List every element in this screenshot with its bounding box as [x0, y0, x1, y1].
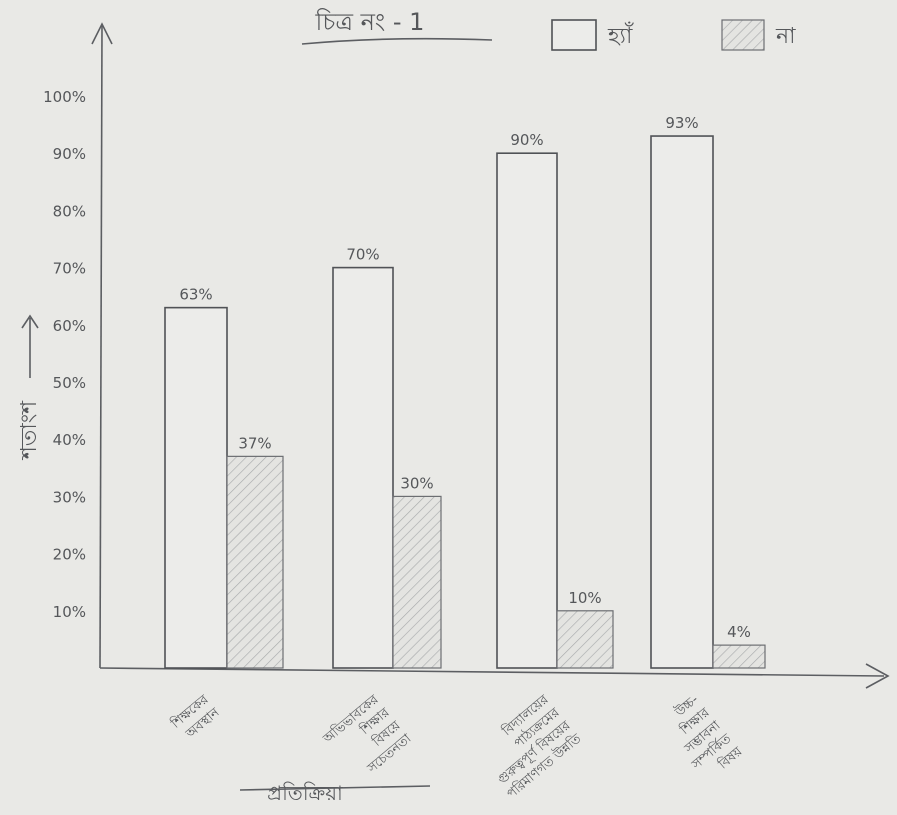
y-tick-label: 50% — [53, 374, 86, 392]
bar-label-no: 30% — [400, 474, 433, 492]
y-tick-label: 60% — [53, 317, 86, 335]
legend-swatch-no — [721, 19, 765, 51]
y-axis — [99, 25, 103, 669]
legend: হ্যাঁ না — [551, 19, 796, 51]
y-axis-title-arrow — [21, 314, 39, 378]
bar-yes — [332, 266, 394, 669]
bar-label-no: 10% — [568, 589, 601, 607]
y-tick-label: 80% — [53, 202, 86, 220]
chart-title: চিত্র নং - 1 — [315, 8, 425, 36]
bar-no — [556, 610, 614, 669]
y-tick-label: 100% — [43, 88, 86, 106]
x-axis-title: প্রতিক্রিয়া — [267, 781, 344, 805]
bar-label-yes: 63% — [179, 286, 212, 304]
bar-label-yes: 90% — [510, 131, 543, 149]
bar-value-labels: 63% 37% 70% 30% 90% 10% 93% 4% — [179, 114, 751, 641]
x-category-label: অভিভাবকেরশিক্ষারবিষয়েসচেতনতা — [319, 691, 414, 777]
legend-label-yes: হ্যাঁ — [607, 22, 634, 49]
y-tick-label: 20% — [53, 546, 86, 564]
bar-label-no: 37% — [238, 434, 271, 452]
bar-no — [226, 455, 284, 669]
bar-no — [392, 495, 442, 669]
bars — [164, 135, 766, 669]
bar-yes — [650, 135, 714, 669]
bar-no — [712, 644, 766, 669]
y-tick-label: 90% — [53, 145, 86, 163]
y-tick-label: 70% — [53, 260, 86, 278]
title-underline — [301, 37, 493, 45]
x-axis-arrowhead — [865, 663, 890, 689]
y-axis-title: শতাংশ — [17, 400, 42, 460]
x-category-label: বিদ্যালয়েরপাঠ্যক্রমেরগুরুত্বপূর্ণ বিষয়… — [494, 691, 584, 802]
y-tick-label: 30% — [53, 488, 86, 506]
bar-label-yes: 93% — [665, 114, 698, 132]
bar-yes — [496, 152, 558, 669]
bar-label-no: 4% — [727, 623, 751, 641]
y-tick-labels: 10% 20% 30% 40% 50% 60% 70% 80% 90% 100% — [43, 88, 86, 621]
x-category-label: উচ্চ-শিক্ষারসম্ভাবনাসম্পর্কিতবিষয় — [671, 691, 745, 773]
y-tick-label: 40% — [53, 431, 86, 449]
x-axis-title-underline — [239, 785, 431, 791]
y-axis-title-group: শতাংশ — [17, 314, 42, 460]
legend-label-no: না — [775, 24, 796, 49]
bar-yes — [164, 306, 228, 669]
legend-swatch-yes — [551, 19, 597, 51]
y-tick-label: 10% — [53, 603, 86, 621]
x-axis — [99, 667, 885, 677]
bar-label-yes: 70% — [346, 246, 379, 264]
y-axis-arrowhead — [91, 22, 113, 45]
